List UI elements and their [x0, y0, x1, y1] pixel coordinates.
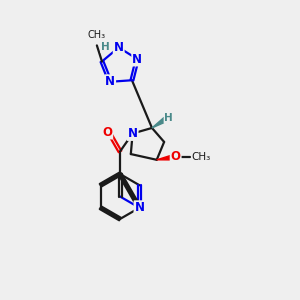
Text: N: N: [132, 52, 142, 65]
Text: O: O: [171, 151, 181, 164]
Text: CH₃: CH₃: [88, 30, 106, 40]
Text: N: N: [105, 75, 115, 88]
Text: N: N: [134, 201, 145, 214]
Polygon shape: [157, 154, 176, 160]
Text: CH₃: CH₃: [192, 152, 211, 162]
Polygon shape: [152, 118, 166, 128]
Text: N: N: [114, 41, 124, 54]
Text: N: N: [128, 127, 138, 140]
Text: O: O: [102, 125, 112, 139]
Text: H: H: [101, 42, 110, 52]
Text: H: H: [164, 113, 173, 123]
